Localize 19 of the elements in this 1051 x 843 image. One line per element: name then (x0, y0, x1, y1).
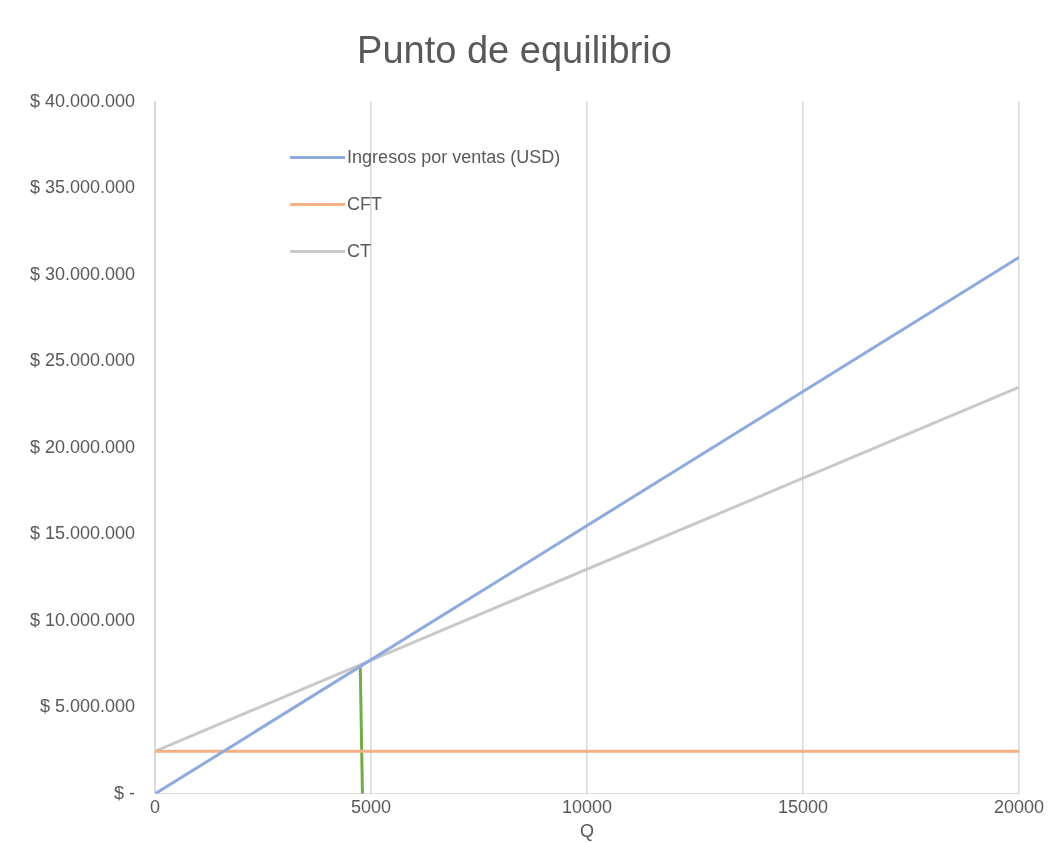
legend-label: Ingresos por ventas (USD) (347, 146, 561, 167)
y-tick-label: $ 10.000.000 (29, 609, 136, 630)
y-tick-label: $ 20.000.000 (29, 436, 136, 457)
y-tick-label: $ - (114, 782, 136, 803)
x-tick-label: 5000 (351, 796, 392, 817)
y-tick-label: $ 5.000.000 (40, 696, 136, 717)
y-tick-label: $ 15.000.000 (29, 523, 136, 544)
chart-title: Punto de equilibrio (357, 29, 672, 72)
y-tick-label: $ 25.000.000 (29, 350, 136, 371)
x-tick-label: 0 (150, 796, 161, 817)
x-tick-label: 15000 (777, 796, 829, 817)
legend-label: CFT (347, 193, 383, 214)
y-tick-label: $ 35.000.000 (29, 177, 136, 198)
x-tick-label: 10000 (562, 796, 613, 817)
y-tick-label: $ 40.000.000 (29, 90, 136, 111)
x-tick-label: 20000 (993, 796, 1045, 817)
x-axis-title: Q (580, 821, 595, 842)
legend-label: CT (347, 240, 372, 261)
y-tick-label: $ 30.000.000 (29, 263, 136, 284)
